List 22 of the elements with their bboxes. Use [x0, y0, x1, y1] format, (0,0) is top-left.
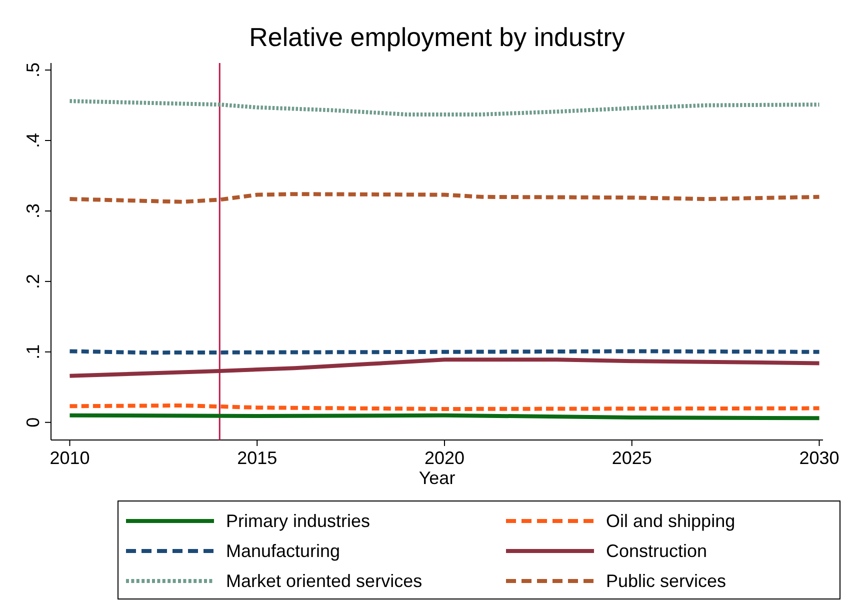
line-series — [68, 192, 822, 204]
line-series — [68, 358, 822, 378]
legend-label: Construction — [606, 541, 708, 561]
x-tick-label: 2020 — [424, 448, 465, 468]
legend-label: Primary industries — [226, 511, 370, 531]
chart-title: Relative employment by industry — [249, 22, 625, 52]
legend-label: Market oriented services — [226, 571, 422, 591]
x-tick-label: 2010 — [50, 448, 90, 468]
x-tick-label: 2015 — [237, 448, 278, 468]
x-axis-title: Year — [418, 468, 456, 488]
y-tick-label: .1 — [23, 344, 43, 360]
y-tick-label: .2 — [23, 274, 43, 289]
line-series — [68, 99, 822, 116]
legend-label: Oil and shipping — [606, 511, 736, 531]
y-tick-label: .5 — [23, 62, 43, 78]
x-tick-label: 2030 — [799, 448, 840, 468]
y-tick-label: .3 — [23, 203, 43, 218]
y-tick-label: 0 — [23, 417, 43, 428]
x-tick-label: 2025 — [612, 448, 652, 468]
legend-label: Public services — [606, 571, 726, 591]
legend-label: Manufacturing — [226, 541, 340, 561]
y-tick-label: .4 — [23, 133, 43, 148]
